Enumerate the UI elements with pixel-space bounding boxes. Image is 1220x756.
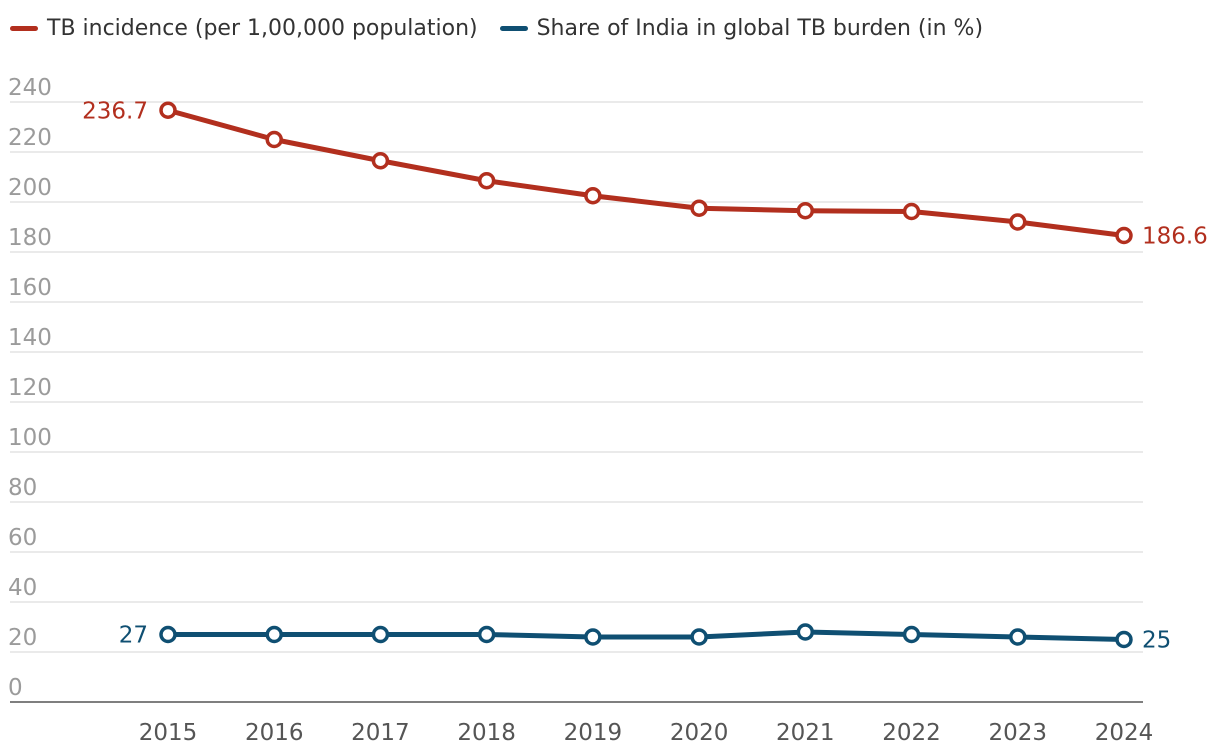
y-tick-label-20: 20	[8, 625, 37, 651]
legend-label-india-share: Share of India in global TB burden (in %…	[536, 15, 984, 41]
y-tick-label-220: 220	[8, 125, 52, 151]
data-label-s0-last: 186.6	[1142, 224, 1208, 250]
legend-swatch-tb-incidence	[10, 25, 38, 31]
data-point-s1-2019	[584, 628, 602, 646]
data-label-s1-first: 27	[119, 623, 148, 649]
data-label-s0-first: 236.7	[82, 98, 148, 124]
data-point-s1-2017	[371, 625, 390, 644]
x-tick-label-2019: 2019	[564, 720, 623, 746]
x-tick-label-2021: 2021	[776, 720, 835, 746]
legend-label-tb-incidence: TB incidence (per 1,00,000 population)	[47, 15, 478, 41]
y-tick-label-120: 120	[8, 375, 52, 401]
x-tick-label-2024: 2024	[1095, 720, 1154, 746]
data-point-s0-2023	[1009, 213, 1027, 231]
y-tick-label-40: 40	[8, 575, 37, 601]
data-point-s0-2019	[584, 187, 602, 205]
x-tick-label-2022: 2022	[882, 720, 941, 746]
data-point-s0-2015	[159, 101, 177, 119]
data-point-s1-2016	[265, 625, 283, 644]
data-point-s0-2022	[902, 202, 921, 221]
y-tick-label-180: 180	[8, 225, 52, 251]
x-tick-label-2020: 2020	[670, 720, 729, 746]
y-tick-label-160: 160	[8, 275, 52, 301]
y-tick-label-200: 200	[8, 175, 52, 201]
legend-item-tb-incidence[interactable]: TB incidence (per 1,00,000 population)	[10, 16, 478, 41]
data-point-s1-2020	[690, 628, 708, 646]
x-tick-label-2023: 2023	[988, 720, 1047, 746]
y-tick-label-0: 0	[8, 675, 23, 701]
data-point-s1-2023	[1009, 628, 1027, 646]
legend-swatch-india-share	[499, 25, 528, 31]
data-point-s1-2021	[796, 623, 815, 641]
series-line-1	[165, 629, 1127, 642]
x-tick-label-2016: 2016	[245, 720, 304, 746]
data-point-s0-2016	[265, 130, 283, 149]
data-point-s0-2024	[1115, 226, 1133, 245]
data-point-s1-2015	[159, 625, 177, 644]
x-tick-label-2017: 2017	[351, 720, 410, 746]
legend: TB incidence (per 1,00,000 population) S…	[10, 10, 1005, 46]
y-tick-label-100: 100	[8, 425, 52, 451]
legend-item-india-share[interactable]: Share of India in global TB burden (in %…	[499, 15, 984, 41]
data-point-s1-2018	[477, 625, 496, 644]
data-point-s0-2017	[371, 152, 390, 170]
y-tick-label-140: 140	[8, 325, 52, 351]
data-label-s1-last: 25	[1142, 628, 1171, 654]
data-point-s0-2018	[477, 172, 496, 190]
series-line-0	[165, 107, 1127, 238]
data-point-s0-2020	[690, 199, 708, 217]
y-tick-label-80: 80	[8, 475, 37, 501]
y-tick-label-240: 240	[8, 75, 52, 101]
x-tick-label-2018: 2018	[457, 720, 516, 746]
data-point-s0-2021	[796, 202, 815, 220]
x-tick-label-2015: 2015	[139, 720, 198, 746]
y-tick-label-60: 60	[8, 525, 37, 551]
data-point-s1-2024	[1115, 630, 1133, 649]
data-point-s1-2022	[902, 625, 921, 644]
